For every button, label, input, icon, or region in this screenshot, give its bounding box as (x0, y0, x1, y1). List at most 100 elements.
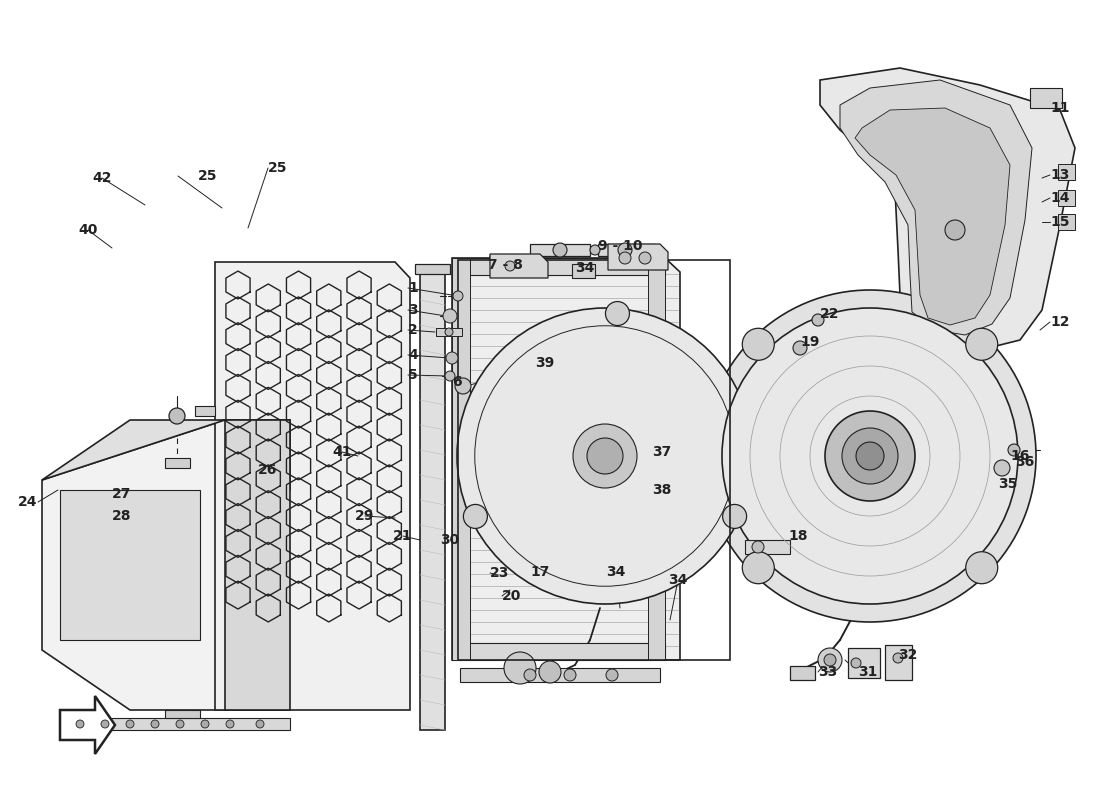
Text: 28: 28 (112, 509, 132, 523)
Text: 14: 14 (1050, 191, 1069, 205)
Text: 40: 40 (78, 223, 98, 237)
Circle shape (851, 658, 861, 668)
Text: 4: 4 (408, 348, 418, 362)
Polygon shape (452, 258, 666, 275)
Circle shape (856, 442, 884, 470)
Circle shape (824, 654, 836, 666)
Text: 32: 32 (898, 648, 917, 662)
Text: 29: 29 (355, 509, 374, 523)
Polygon shape (648, 258, 666, 660)
Circle shape (818, 648, 842, 672)
Circle shape (945, 220, 965, 240)
Circle shape (742, 552, 774, 584)
Text: 26: 26 (258, 463, 277, 477)
Text: 30: 30 (440, 533, 460, 547)
Circle shape (966, 552, 998, 584)
Polygon shape (165, 458, 190, 468)
Polygon shape (60, 718, 290, 730)
Polygon shape (855, 108, 1010, 325)
Text: 17: 17 (530, 565, 549, 579)
Text: 25: 25 (268, 161, 287, 175)
Circle shape (966, 328, 998, 360)
Polygon shape (886, 645, 912, 680)
Circle shape (722, 308, 1018, 604)
Polygon shape (195, 406, 214, 416)
Polygon shape (490, 254, 548, 278)
Polygon shape (415, 264, 450, 274)
Circle shape (256, 720, 264, 728)
Text: 24: 24 (18, 495, 37, 509)
Circle shape (101, 720, 109, 728)
Polygon shape (452, 643, 666, 660)
Circle shape (590, 245, 600, 255)
Circle shape (994, 460, 1010, 476)
Text: 42: 42 (92, 171, 111, 185)
Circle shape (455, 378, 471, 394)
Polygon shape (572, 264, 595, 278)
Text: 12: 12 (1050, 315, 1069, 329)
Polygon shape (1058, 190, 1075, 206)
Text: 33: 33 (818, 665, 837, 679)
Polygon shape (598, 244, 654, 256)
Text: 35: 35 (998, 477, 1018, 491)
Text: 15: 15 (1050, 215, 1069, 229)
Circle shape (453, 291, 463, 301)
Text: 3: 3 (408, 303, 418, 317)
Circle shape (842, 428, 898, 484)
Circle shape (704, 290, 1036, 622)
Text: 23: 23 (490, 566, 509, 580)
Circle shape (524, 669, 536, 681)
Circle shape (812, 314, 824, 326)
Text: 25: 25 (198, 169, 218, 183)
Circle shape (639, 252, 651, 264)
Text: 5: 5 (408, 368, 418, 382)
Circle shape (456, 308, 754, 604)
Text: 21: 21 (393, 529, 412, 543)
Polygon shape (436, 328, 462, 336)
Circle shape (504, 652, 536, 684)
Circle shape (587, 438, 623, 474)
Polygon shape (840, 80, 1032, 335)
Text: 16: 16 (1010, 449, 1030, 463)
Polygon shape (214, 262, 410, 710)
Text: 20: 20 (502, 589, 521, 603)
Circle shape (825, 411, 915, 501)
Polygon shape (530, 244, 590, 256)
Circle shape (201, 720, 209, 728)
Circle shape (169, 408, 185, 424)
Circle shape (619, 252, 631, 264)
Circle shape (446, 328, 453, 336)
Text: 36: 36 (1015, 455, 1034, 469)
Polygon shape (848, 648, 880, 678)
Circle shape (618, 243, 632, 257)
Text: 13: 13 (1050, 168, 1069, 182)
Polygon shape (1058, 214, 1075, 230)
Circle shape (176, 720, 184, 728)
Polygon shape (1058, 164, 1075, 180)
Circle shape (76, 720, 84, 728)
Circle shape (752, 541, 764, 553)
Polygon shape (165, 710, 200, 718)
Polygon shape (452, 258, 470, 660)
Circle shape (793, 341, 807, 355)
Polygon shape (42, 420, 290, 490)
Polygon shape (60, 696, 116, 754)
Polygon shape (745, 540, 790, 554)
Text: 2: 2 (408, 323, 418, 337)
Circle shape (606, 669, 618, 681)
Text: 7 - 8: 7 - 8 (488, 258, 522, 272)
Polygon shape (60, 490, 200, 640)
Circle shape (605, 302, 629, 326)
Text: 31: 31 (858, 665, 878, 679)
Text: 34: 34 (606, 565, 626, 579)
Circle shape (723, 505, 747, 529)
Polygon shape (790, 666, 815, 680)
Text: 18: 18 (788, 529, 807, 543)
Circle shape (893, 653, 903, 663)
Circle shape (742, 328, 774, 360)
Text: 6: 6 (452, 375, 462, 389)
Polygon shape (452, 258, 680, 660)
Text: 34: 34 (668, 573, 688, 587)
Circle shape (463, 505, 487, 529)
Circle shape (226, 720, 234, 728)
